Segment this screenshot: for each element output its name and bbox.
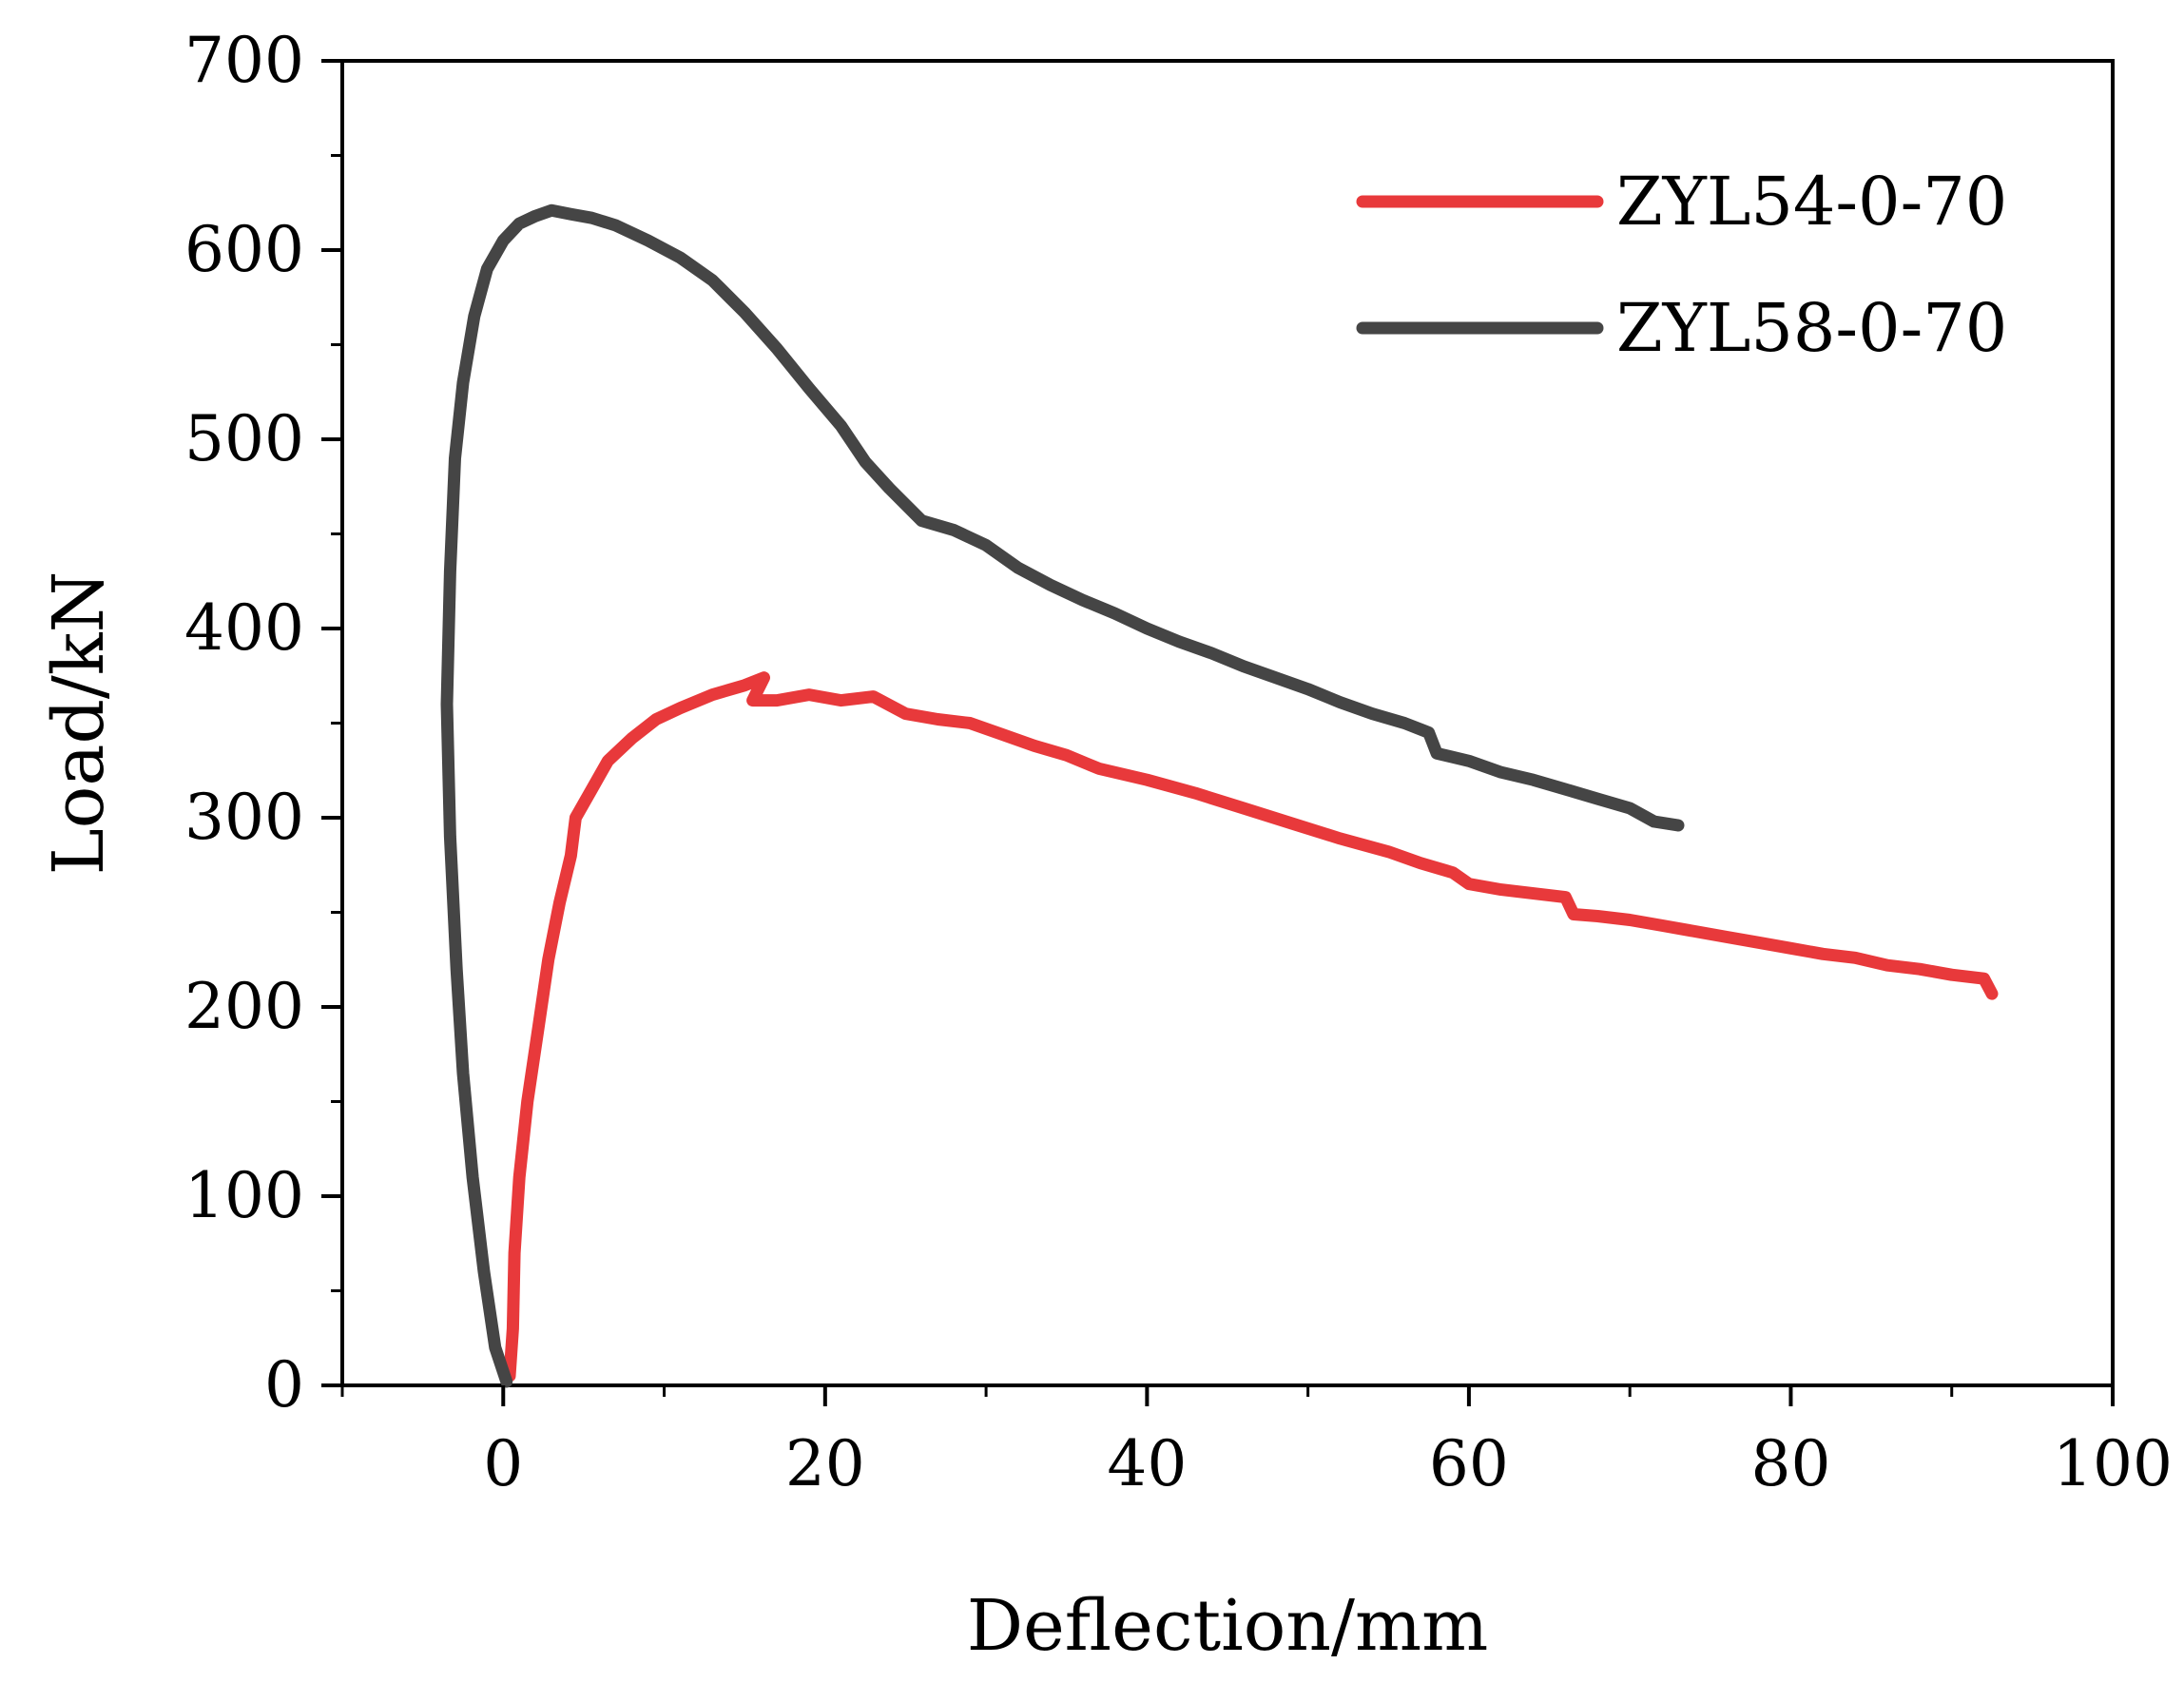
legend-label: ZYL54-0-70 bbox=[1616, 163, 2007, 241]
y-tick-label: 600 bbox=[184, 213, 304, 286]
x-tick-label: 60 bbox=[1429, 1427, 1509, 1500]
legend: ZYL54-0-70 ZYL58-0-70 bbox=[1356, 163, 2007, 367]
x-tick-label: 100 bbox=[2053, 1427, 2173, 1500]
y-tick-label: 700 bbox=[184, 24, 304, 97]
y-tick-label: 500 bbox=[184, 402, 304, 475]
y-tick-label: 300 bbox=[184, 781, 304, 854]
x-tick-label: 40 bbox=[1107, 1427, 1187, 1500]
series-layer bbox=[440, 203, 1999, 1388]
legend-label: ZYL58-0-70 bbox=[1616, 289, 2007, 367]
y-axis-label: Load/kN bbox=[38, 571, 120, 876]
y-tick-label: 0 bbox=[264, 1348, 304, 1422]
series-line-zyl54-0-70 bbox=[503, 671, 1999, 1383]
x-tick-label: 0 bbox=[483, 1427, 523, 1500]
x-tick-label: 80 bbox=[1750, 1427, 1830, 1500]
plot-area-frame bbox=[340, 59, 2115, 1387]
axes-layer: 0 20 40 60 80 100 0 100 200 300 400 500 600 700 bbox=[184, 24, 2173, 1500]
y-tick-label: 400 bbox=[184, 591, 304, 665]
x-axis-label: Deflection/mm bbox=[967, 1585, 1489, 1667]
series-line-zyl58-0-70 bbox=[440, 203, 1685, 1388]
y-tick-label: 100 bbox=[184, 1159, 304, 1232]
x-tick-label: 20 bbox=[785, 1427, 865, 1500]
y-tick-label: 200 bbox=[184, 970, 304, 1043]
